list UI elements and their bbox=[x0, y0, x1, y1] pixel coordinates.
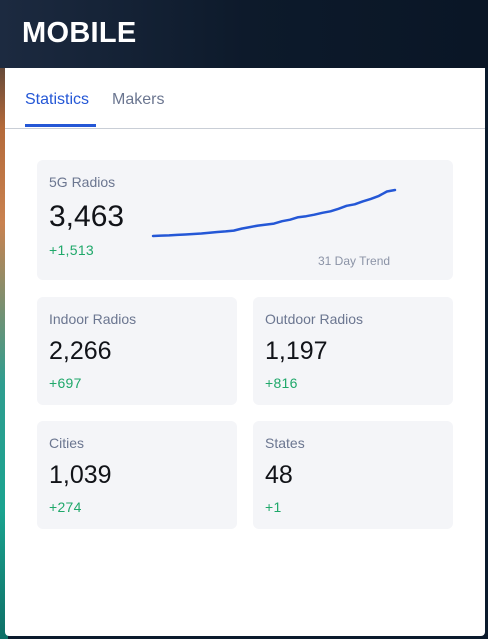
app-title: MOBILE bbox=[22, 17, 137, 49]
card-states: States 48 +1 bbox=[253, 421, 453, 529]
card-label: States bbox=[265, 435, 305, 451]
background-edge bbox=[0, 0, 8, 639]
app-header: MOBILE bbox=[0, 0, 488, 68]
card-value: 3,463 bbox=[49, 200, 125, 233]
trend-line bbox=[151, 188, 397, 238]
tab-bar: Statistics Makers bbox=[5, 68, 485, 129]
card-indoor-radios: Indoor Radios 2,266 +697 bbox=[37, 297, 237, 405]
card-delta: +1 bbox=[265, 499, 282, 515]
trend-sparkline bbox=[151, 188, 397, 238]
card-value: 1,197 bbox=[265, 337, 328, 365]
tab-statistics[interactable]: Statistics bbox=[25, 91, 90, 108]
card-label: Cities bbox=[49, 435, 85, 451]
card-value: 1,039 bbox=[49, 461, 112, 489]
card-outdoor-radios: Outdoor Radios 1,197 +816 bbox=[253, 297, 453, 405]
tab-makers[interactable]: Makers bbox=[112, 91, 165, 108]
card-label: 5G Radios bbox=[49, 174, 116, 190]
card-label: Indoor Radios bbox=[49, 311, 137, 327]
stats-panel: Statistics Makers 5G Radios 3,463 +1,513… bbox=[5, 68, 485, 636]
trend-label: 31 Day Trend bbox=[318, 254, 391, 268]
card-delta: +697 bbox=[49, 375, 82, 391]
card-delta: +1,513 bbox=[49, 242, 95, 258]
card-value: 48 bbox=[265, 461, 293, 489]
card-cities: Cities 1,039 +274 bbox=[37, 421, 237, 529]
active-tab-indicator bbox=[25, 124, 96, 127]
card-5g-radios: 5G Radios 3,463 +1,513 31 Day Trend bbox=[37, 160, 453, 280]
card-delta: +816 bbox=[265, 375, 298, 391]
card-delta: +274 bbox=[49, 499, 82, 515]
card-label: Outdoor Radios bbox=[265, 311, 364, 327]
card-value: 2,266 bbox=[49, 337, 112, 365]
